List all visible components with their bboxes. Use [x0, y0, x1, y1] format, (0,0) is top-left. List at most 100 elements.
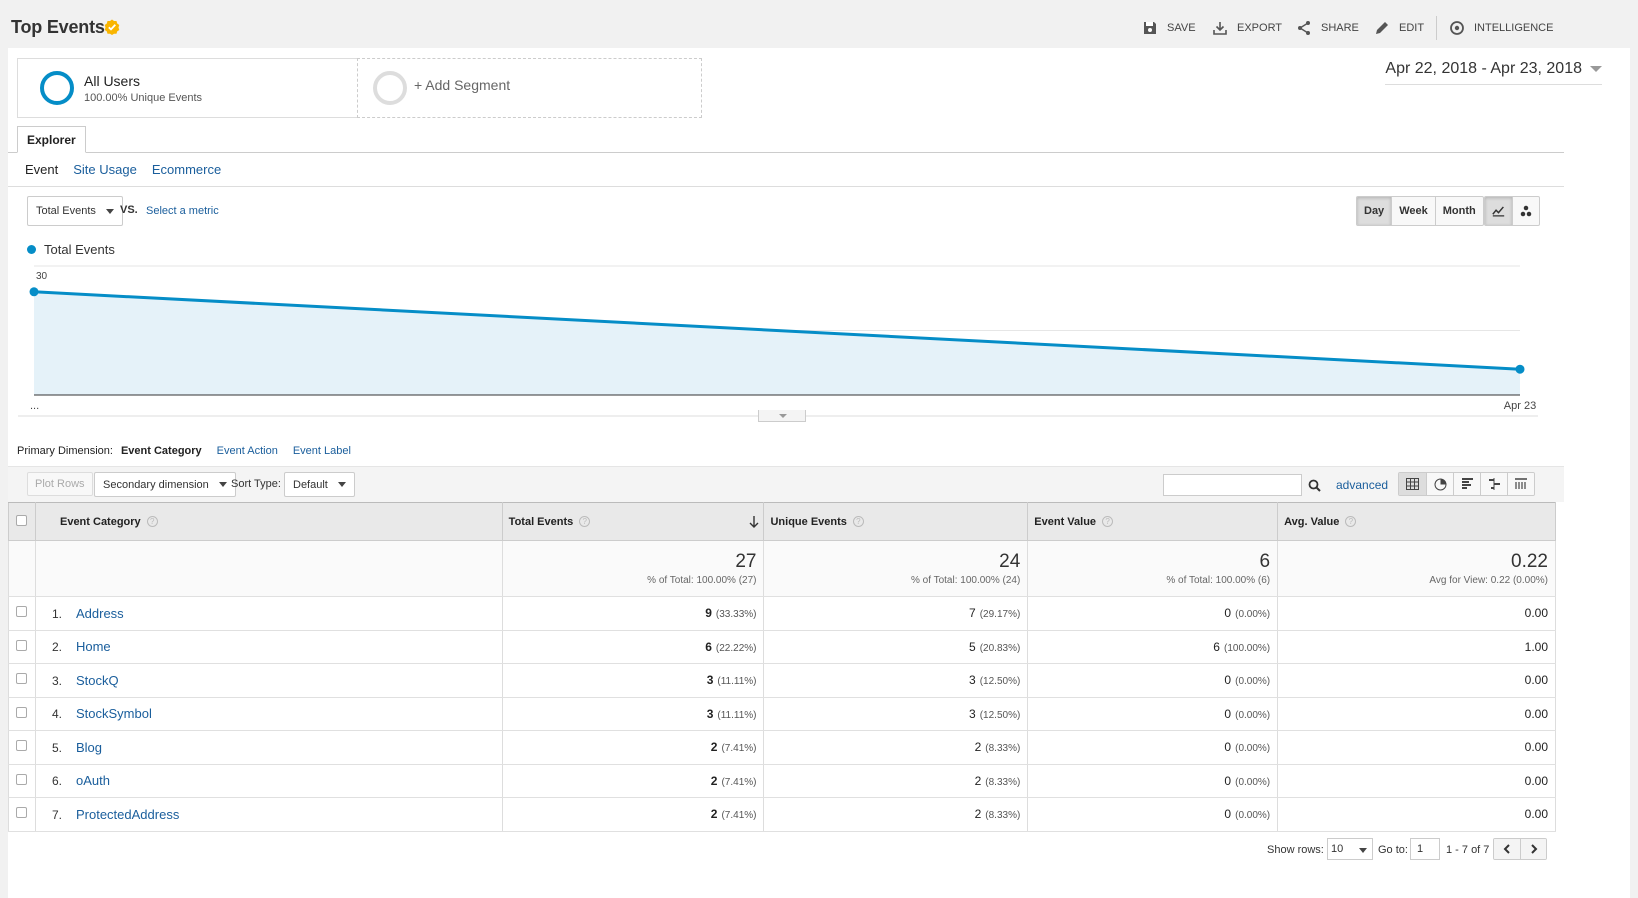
save-button[interactable]: SAVE — [1142, 20, 1196, 36]
unique-events-cell: 3 (12.50%) — [763, 697, 1029, 731]
header-event-value[interactable]: Event Value? — [1027, 502, 1279, 541]
dimension-event-category[interactable]: Event Category — [120, 445, 202, 457]
totals-total-events: 27 % of Total: 100.00% (27) — [501, 540, 765, 597]
header-unique-events[interactable]: Unique Events? — [763, 502, 1029, 541]
secondary-dimension-select[interactable]: Secondary dimension — [94, 472, 236, 497]
header-avg-value[interactable]: Avg. Value? — [1277, 502, 1556, 541]
category-link[interactable]: StockSymbol — [75, 706, 152, 722]
x-tick-label: Apr 23 — [1504, 400, 1536, 412]
event-value-value: 6 — [1213, 639, 1220, 654]
segment-subtitle: 100.00% Unique Events — [84, 92, 203, 104]
subtab-event[interactable]: Event — [25, 162, 59, 177]
totals-unique-events: 24 % of Total: 100.00% (24) — [763, 540, 1029, 597]
line-chart-icon — [1492, 206, 1505, 217]
advanced-filter-link[interactable]: advanced — [1336, 478, 1389, 492]
help-icon[interactable]: ? — [146, 516, 158, 528]
category-link[interactable]: Blog — [75, 739, 103, 755]
totals-cell-label — [34, 540, 503, 597]
category-link[interactable]: StockQ — [75, 672, 119, 688]
dimension-event-label[interactable]: Event Label — [292, 445, 351, 457]
header-total-events[interactable]: Total Events? — [501, 502, 765, 541]
select-metric-link[interactable]: Select a metric — [146, 205, 219, 217]
select-all-checkbox[interactable] — [16, 514, 28, 526]
row-select-cell — [8, 730, 36, 765]
header-event-value-label: Event Value — [1034, 515, 1097, 528]
unique-events-cell: 5 (20.83%) — [763, 630, 1029, 664]
row-checkbox[interactable] — [16, 673, 28, 685]
sort-type-select[interactable]: Default — [284, 472, 355, 497]
subtab-ecommerce[interactable]: Ecommerce — [151, 162, 222, 177]
total-events-cell: 9 (33.33%) — [501, 596, 765, 631]
performance-view-button[interactable] — [1453, 473, 1480, 495]
event-value-value: 0 — [1224, 807, 1232, 822]
category-cell: 3. StockQ — [34, 663, 503, 698]
subtab-site-usage[interactable]: Site Usage — [73, 162, 137, 177]
help-icon[interactable]: ? — [1345, 516, 1357, 528]
help-icon[interactable]: ? — [579, 516, 591, 528]
total-events-pct: (11.11%) — [717, 709, 757, 721]
table-view-toggle — [1398, 472, 1535, 496]
pie-view-button[interactable] — [1426, 473, 1453, 495]
chart-collapse-handle[interactable] — [758, 410, 806, 422]
table-row: 4. StockSymbol 3 (11.11%) 3 (12.50%) 0 (0.00%) 0… — [8, 697, 1556, 731]
table-view-button[interactable] — [1399, 473, 1426, 495]
row-checkbox[interactable] — [16, 740, 28, 752]
unique-events-value: 7 — [969, 606, 976, 621]
timeline-chart[interactable]: 3015...Apr 23 — [18, 260, 1538, 430]
total-events-cell: 2 (7.41%) — [501, 730, 765, 765]
prev-page-button[interactable] — [1494, 839, 1520, 859]
unique-events-pct: (12.50%) — [979, 676, 1021, 688]
motion-chart-icon — [1520, 205, 1532, 217]
header-event-category[interactable]: Event Category? — [34, 502, 503, 541]
comparison-view-button[interactable] — [1480, 473, 1507, 495]
category-link[interactable]: ProtectedAddress — [75, 806, 180, 822]
period-week-button[interactable]: Week — [1391, 197, 1435, 225]
row-checkbox[interactable] — [16, 606, 28, 618]
help-icon[interactable]: ? — [852, 516, 864, 528]
header-event-category-label: Event Category — [59, 515, 141, 528]
next-page-button[interactable] — [1520, 839, 1546, 859]
avg-value-value: 0.00 — [1524, 673, 1548, 688]
date-range-picker[interactable]: Apr 22, 2018 - Apr 23, 2018 — [1385, 60, 1602, 85]
event-value-value: 0 — [1224, 773, 1232, 788]
total-events-pct: (11.11%) — [717, 676, 757, 688]
category-link[interactable]: oAuth — [75, 773, 110, 789]
row-index: 2. — [51, 640, 62, 655]
period-month-button[interactable]: Month — [1434, 197, 1483, 225]
row-checkbox[interactable] — [16, 773, 28, 785]
help-icon[interactable]: ? — [1102, 516, 1114, 528]
row-index: 1. — [51, 606, 62, 621]
add-segment-button[interactable]: + Add Segment — [357, 58, 702, 118]
table-search-input[interactable] — [1163, 474, 1327, 496]
dimension-event-action[interactable]: Event Action — [216, 445, 278, 457]
row-checkbox[interactable] — [16, 639, 28, 651]
metric-select[interactable]: Total Events — [27, 196, 123, 226]
row-checkbox[interactable] — [16, 807, 28, 819]
goto-page-input[interactable]: 1 — [1410, 838, 1440, 860]
search-icon — [1308, 479, 1321, 492]
category-cell: 6. oAuth — [34, 764, 503, 798]
plot-rows-button[interactable]: Plot Rows — [27, 472, 93, 496]
select-all-header — [8, 502, 36, 541]
unique-events-value: 3 — [969, 706, 976, 721]
period-day-button[interactable]: Day — [1357, 197, 1392, 225]
show-rows-select[interactable]: 10 — [1327, 838, 1373, 860]
edit-button[interactable]: EDIT — [1374, 20, 1424, 36]
search-button[interactable] — [1301, 474, 1327, 496]
export-button[interactable]: EXPORT — [1212, 20, 1282, 36]
tab-explorer[interactable]: Explorer — [17, 126, 86, 153]
segment-placeholder-icon — [373, 71, 407, 105]
line-chart-button[interactable] — [1485, 197, 1512, 225]
avg-value-cell: 1.00 — [1277, 630, 1556, 664]
intelligence-button[interactable]: INTELLIGENCE — [1449, 20, 1553, 36]
category-link[interactable]: Address — [75, 605, 124, 621]
category-link[interactable]: Home — [75, 639, 111, 655]
show-rows-label: Show rows: — [1267, 844, 1324, 856]
table-view-icon — [1406, 478, 1419, 490]
share-button[interactable]: SHARE — [1296, 20, 1359, 36]
chevron-down-icon — [337, 482, 346, 487]
row-checkbox[interactable] — [16, 706, 28, 718]
motion-chart-button[interactable] — [1512, 197, 1539, 225]
pivot-view-button[interactable] — [1507, 473, 1534, 495]
segment-all-users[interactable]: All Users 100.00% Unique Events — [17, 58, 362, 118]
